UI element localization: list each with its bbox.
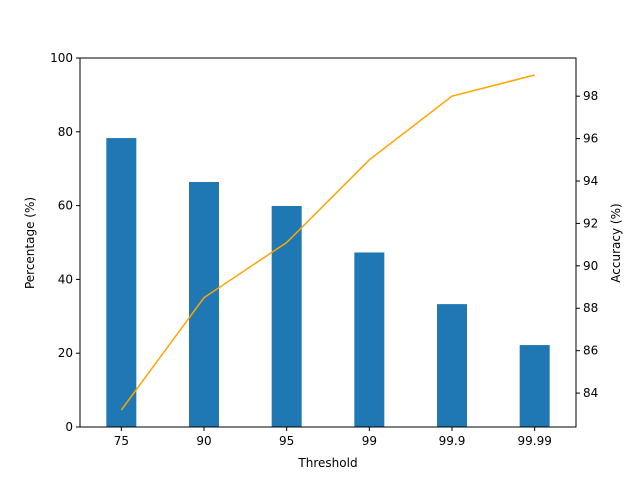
accuracy-line: [120, 74, 535, 411]
bar-1: [189, 181, 219, 427]
y2-tick-label: 98: [583, 89, 598, 103]
plot-frame: [79, 57, 577, 428]
chart-marks: [106, 74, 550, 427]
bar-2: [271, 205, 302, 427]
x-tick-label: 99.99: [517, 434, 551, 448]
y2-tick-label: 84: [583, 386, 598, 400]
y2-tick-label: 86: [583, 344, 598, 358]
x-axis-label: Threshold: [297, 456, 357, 470]
y-tick-label: 100: [50, 51, 73, 65]
y-tick-label: 40: [58, 272, 73, 286]
bar-3: [354, 252, 385, 427]
y2-tick-label: 94: [583, 174, 598, 188]
bar-5: [519, 345, 550, 427]
bar-0: [106, 138, 137, 427]
bar-4: [437, 304, 467, 427]
y2-axis-label: Accuracy (%): [609, 203, 623, 282]
y2-tick-label: 90: [583, 259, 598, 273]
y-tick-label: 60: [58, 199, 73, 213]
y2-tick-label: 96: [583, 132, 598, 146]
y-tick-label: 80: [58, 125, 73, 139]
chart-axes: 75 90 95 99 99.9 99.99 0 20 40 60 80 100 84 86 88 90 92 9…: [50, 51, 598, 448]
x-tick-label: 75: [114, 434, 129, 448]
x-tick-label: 99.9: [439, 434, 466, 448]
y-axis-label: Percentage (%): [23, 197, 37, 289]
y2-tick-label: 88: [583, 301, 598, 315]
y-tick-label: 20: [58, 346, 73, 360]
y-tick-label: 0: [65, 420, 73, 434]
x-tick-label: 95: [279, 434, 294, 448]
y2-tick-label: 92: [583, 216, 598, 230]
x-tick-label: 99: [362, 434, 377, 448]
x-tick-label: 90: [196, 434, 211, 448]
